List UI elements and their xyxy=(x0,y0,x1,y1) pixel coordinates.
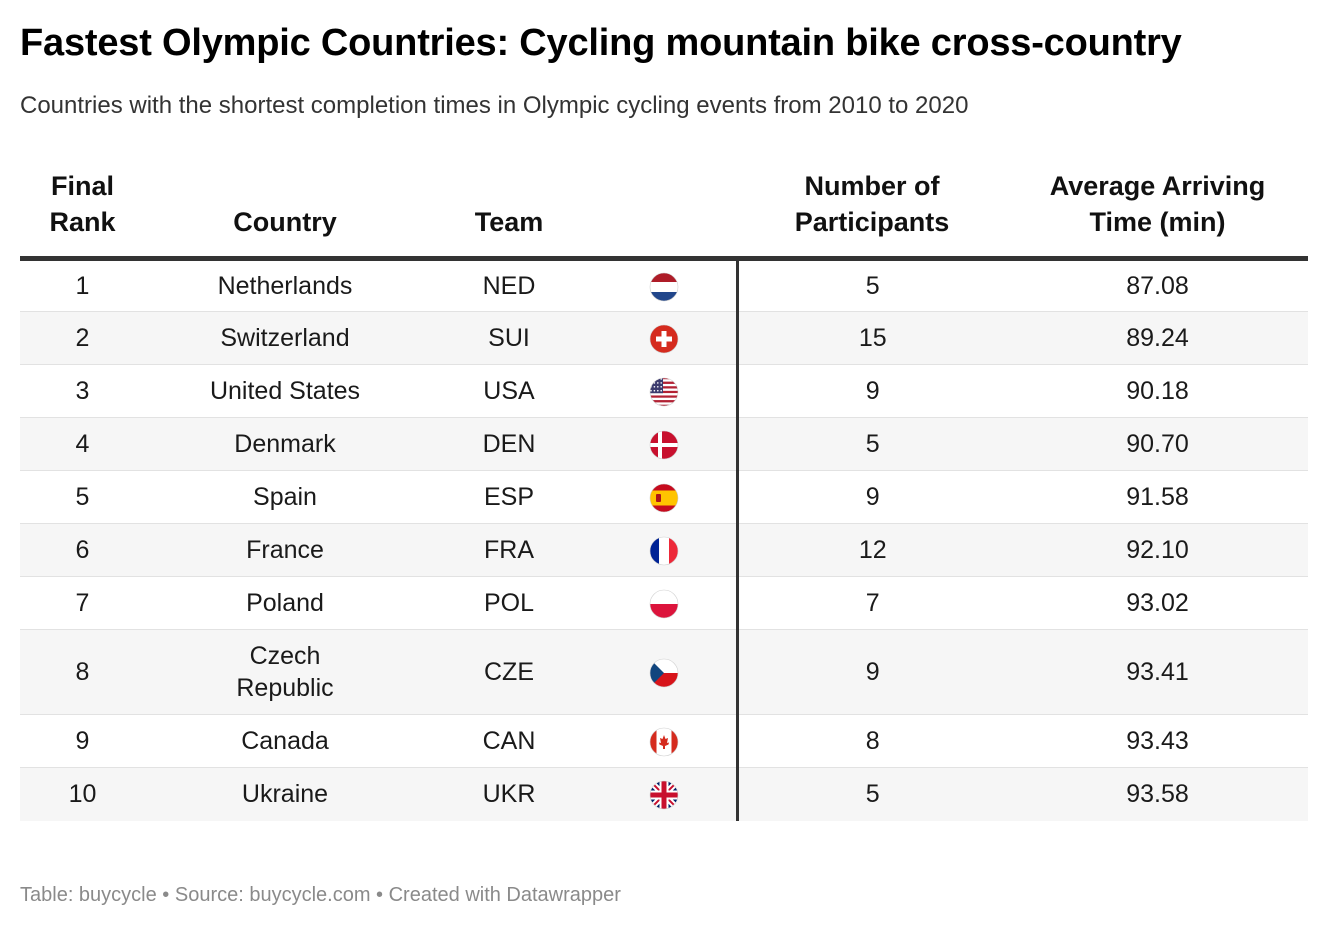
table-row: 3 United States USA 9 90.18 xyxy=(20,364,1308,418)
flag-cell xyxy=(593,767,739,821)
average-time-cell: 90.18 xyxy=(1007,364,1308,418)
page-title: Fastest Olympic Countries: Cycling mount… xyxy=(20,22,1182,64)
participants-cell: 9 xyxy=(737,364,1007,418)
table-row: 10 Ukraine UKR 5 93.58 xyxy=(20,767,1308,821)
team-cell: UKR xyxy=(425,767,593,821)
rank-cell: 8 xyxy=(20,629,145,715)
table-row: 8 Czech Republic CZE 9 93.41 xyxy=(20,629,1308,715)
flag-cell xyxy=(593,629,739,715)
team-cell: CAN xyxy=(425,714,593,768)
participants-cell: 9 xyxy=(737,470,1007,524)
country-cell: Spain xyxy=(145,470,425,524)
participants-cell: 5 xyxy=(737,417,1007,471)
country-cell: Denmark xyxy=(145,417,425,471)
footer-credits: Table: buycycle • Source: buycycle.com •… xyxy=(20,884,621,906)
average-time-cell: 90.70 xyxy=(1007,417,1308,471)
rank-cell: 10 xyxy=(20,767,145,821)
ranking-table: Final Rank Country Team Number of Particip… xyxy=(20,168,1308,821)
flag-cell xyxy=(593,523,739,577)
denmark-flag-icon xyxy=(649,430,679,460)
rank-cell: 6 xyxy=(20,523,145,577)
average-time-cell: 92.10 xyxy=(1007,523,1308,577)
team-cell: NED xyxy=(425,258,593,312)
country-cell: United States xyxy=(145,364,425,418)
country-cell: Poland xyxy=(145,576,425,630)
flag-cell xyxy=(593,576,739,630)
rank-cell: 4 xyxy=(20,417,145,471)
rank-cell: 9 xyxy=(20,714,145,768)
average-time-cell: 93.41 xyxy=(1007,629,1308,715)
participants-cell: 9 xyxy=(737,629,1007,715)
usa-flag-icon xyxy=(649,377,679,407)
page-subtitle: Countries with the shortest completion t… xyxy=(20,92,969,119)
table-row: 7 Poland POL 7 93.02 xyxy=(20,576,1308,630)
rank-cell: 7 xyxy=(20,576,145,630)
table-row: 6 France FRA 12 92.10 xyxy=(20,523,1308,577)
flag-cell xyxy=(593,417,739,471)
table-row: 4 Denmark DEN 5 90.70 xyxy=(20,417,1308,471)
poland-flag-icon xyxy=(649,589,679,619)
country-cell: Switzerland xyxy=(145,311,425,365)
table-row: 9 Canada CAN 8 93.43 xyxy=(20,714,1308,768)
participants-cell: 15 xyxy=(737,311,1007,365)
average-time-cell: 91.58 xyxy=(1007,470,1308,524)
country-cell: France xyxy=(145,523,425,577)
spain-flag-icon xyxy=(649,483,679,513)
czech-flag-icon xyxy=(649,658,679,688)
team-cell: ESP xyxy=(425,470,593,524)
average-time-cell: 93.43 xyxy=(1007,714,1308,768)
rank-cell: 3 xyxy=(20,364,145,418)
flag-cell xyxy=(593,714,739,768)
average-time-cell: 89.24 xyxy=(1007,311,1308,365)
header-team: Team xyxy=(425,168,593,261)
team-cell: POL xyxy=(425,576,593,630)
average-time-cell: 93.02 xyxy=(1007,576,1308,630)
team-cell: USA xyxy=(425,364,593,418)
header-participants: Number of Participants xyxy=(737,168,1007,261)
participants-cell: 7 xyxy=(737,576,1007,630)
country-cell: Czech Republic xyxy=(145,629,425,715)
flag-cell xyxy=(593,470,739,524)
table-body: 1 Netherlands NED 5 87.08 2 Switzerland SUI 15 89… xyxy=(20,258,1308,821)
country-cell: Ukraine xyxy=(145,767,425,821)
table-header-row: Final Rank Country Team Number of Particip… xyxy=(20,168,1308,261)
uk-flag-icon xyxy=(649,780,679,810)
team-cell: FRA xyxy=(425,523,593,577)
average-time-cell: 93.58 xyxy=(1007,767,1308,821)
average-time-cell: 87.08 xyxy=(1007,258,1308,312)
france-flag-icon xyxy=(649,536,679,566)
header-flag xyxy=(593,168,737,261)
netherlands-flag-icon xyxy=(649,272,679,302)
participants-cell: 5 xyxy=(737,258,1007,312)
flag-cell xyxy=(593,364,739,418)
header-country: Country xyxy=(145,168,425,261)
header-average-time: Average Arriving Time (min) xyxy=(1007,168,1308,261)
team-cell: DEN xyxy=(425,417,593,471)
table-row: 5 Spain ESP 9 91.58 xyxy=(20,470,1308,524)
table-row: 1 Netherlands NED 5 87.08 xyxy=(20,258,1308,312)
flag-cell xyxy=(593,311,739,365)
rank-cell: 1 xyxy=(20,258,145,312)
canada-flag-icon xyxy=(649,727,679,757)
rank-cell: 5 xyxy=(20,470,145,524)
country-cell: Netherlands xyxy=(145,258,425,312)
flag-cell xyxy=(593,258,739,312)
team-cell: CZE xyxy=(425,629,593,715)
table-row: 2 Switzerland SUI 15 89.24 xyxy=(20,311,1308,365)
country-cell: Canada xyxy=(145,714,425,768)
header-final-rank: Final Rank xyxy=(20,168,145,261)
switzerland-flag-icon xyxy=(649,324,679,354)
team-cell: SUI xyxy=(425,311,593,365)
participants-cell: 5 xyxy=(737,767,1007,821)
participants-cell: 8 xyxy=(737,714,1007,768)
participants-cell: 12 xyxy=(737,523,1007,577)
rank-cell: 2 xyxy=(20,311,145,365)
